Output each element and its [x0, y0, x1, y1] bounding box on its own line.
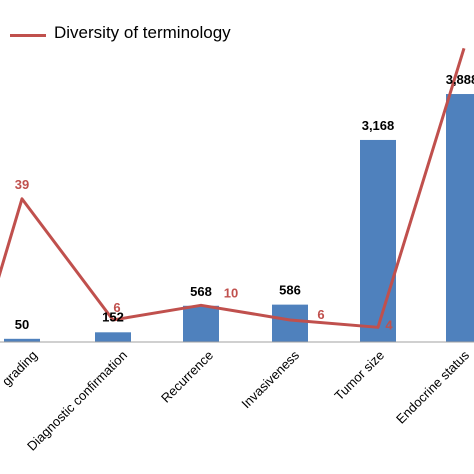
legend-label: Diversity of terminology — [54, 23, 231, 42]
legend-line-swatch — [10, 34, 46, 37]
x-tick-label: Tumor size — [331, 348, 387, 404]
line-value-label: 10 — [224, 285, 238, 300]
line-value-label: 4 — [385, 317, 393, 332]
x-tick-label: Endocrine status — [393, 347, 472, 426]
bar-value-label: 50 — [15, 317, 29, 332]
line-value-label: 6 — [113, 300, 120, 315]
bar — [272, 304, 308, 342]
x-tick-label: Diagnostic confirmation — [24, 348, 130, 454]
line-series — [0, 47, 466, 329]
bar-value-label: 152 — [102, 309, 124, 324]
bar-value-label: 586 — [279, 283, 301, 298]
line-layer — [0, 47, 466, 329]
x-tick-label: Invasiveness — [238, 347, 302, 411]
x-tick-label: Recurrence — [158, 348, 216, 406]
bar — [95, 332, 131, 342]
line-value-label: 6 — [317, 307, 324, 322]
bar-value-label: 3,168 — [362, 118, 395, 133]
x-tick-label: grading — [0, 348, 40, 389]
bar — [183, 305, 219, 342]
labels-layer: 50 152 568 586 3,168 3,888 39 6 10 6 4 — [15, 72, 474, 332]
bar-value-label: 3,888 — [446, 72, 474, 87]
line-value-label: 39 — [15, 177, 29, 192]
bars-layer — [4, 94, 474, 342]
bar — [360, 139, 396, 342]
bar — [4, 338, 40, 342]
bar-value-label: 568 — [190, 284, 212, 299]
bar — [446, 94, 474, 342]
